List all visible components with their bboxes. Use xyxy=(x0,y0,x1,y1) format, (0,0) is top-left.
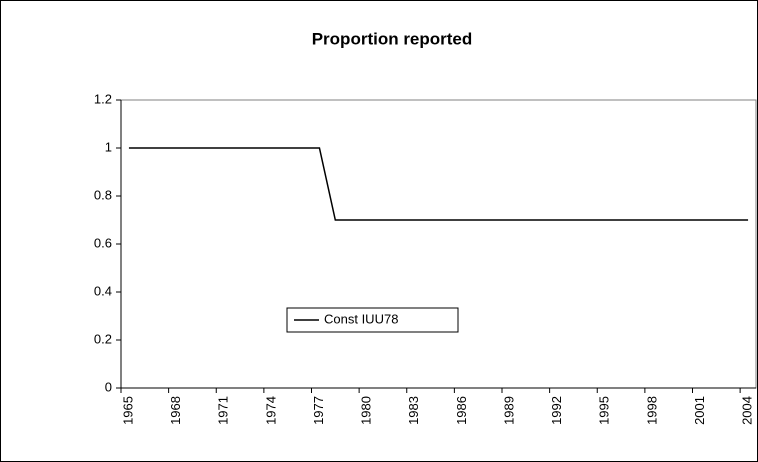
line-series xyxy=(128,147,749,221)
x-tick-label: 1998 xyxy=(644,396,659,425)
y-tick-label: 0.6 xyxy=(94,235,112,250)
x-tick-label: 2001 xyxy=(692,396,707,425)
y-tick-label: 0.4 xyxy=(94,283,112,298)
plot-area xyxy=(120,99,757,389)
y-tick-label: 0 xyxy=(105,379,112,394)
y-tick-label: 0.8 xyxy=(94,187,112,202)
x-tick-label: 1974 xyxy=(263,396,278,425)
x-tick-label: 1965 xyxy=(120,396,135,425)
x-tick-label: 1977 xyxy=(311,396,326,425)
x-tick-label: 2004 xyxy=(740,396,755,425)
x-tick-label: 1971 xyxy=(216,396,231,425)
x-tick-label: 1983 xyxy=(406,396,421,425)
x-tick-label: 1995 xyxy=(597,396,612,425)
y-tick-label: 1.2 xyxy=(94,91,112,106)
chart-title: Proportion reported xyxy=(312,29,473,48)
x-tick-label: 1980 xyxy=(359,396,374,425)
x-tick-label: 1992 xyxy=(549,396,564,425)
x-tick-label: 1989 xyxy=(501,396,516,425)
x-tick-label: 1968 xyxy=(168,396,183,425)
y-tick-label: 0.2 xyxy=(94,331,112,346)
y-tick-label: 1 xyxy=(105,139,112,154)
legend-label: Const IUU78 xyxy=(324,311,398,326)
x-tick-label: 1986 xyxy=(454,396,469,425)
